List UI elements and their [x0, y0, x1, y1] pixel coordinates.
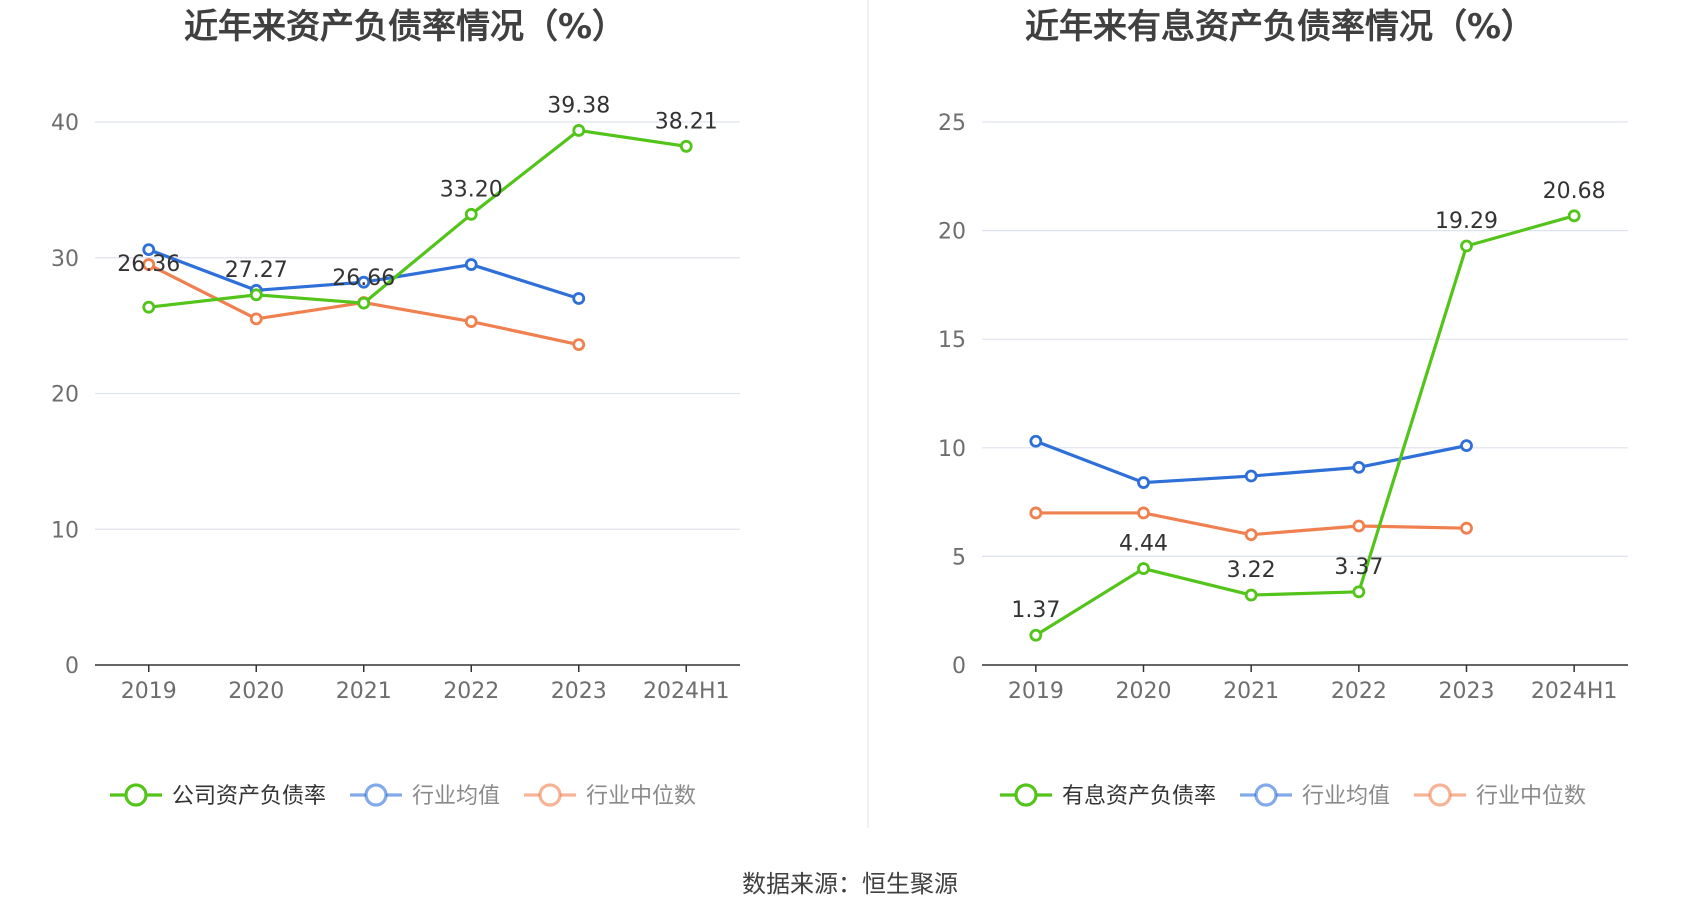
- industry-average-point: [357, 275, 371, 289]
- chart-title: 近年来资产负债率情况（%）: [184, 7, 626, 47]
- legend-interest-debt-ratio-marker: [1014, 783, 1038, 807]
- industry-median-point: [1460, 521, 1473, 535]
- data-label: 4.44: [1119, 532, 1168, 557]
- interest-debt-ratio-point: [1244, 588, 1258, 602]
- industry-median-point: [1137, 506, 1150, 520]
- interest-debt-ratio-point: [1352, 585, 1366, 599]
- data-label: 3.37: [1334, 555, 1383, 580]
- industry-average-point: [1352, 460, 1366, 474]
- y-tick-label: 20: [51, 383, 79, 408]
- industry-median-point: [1029, 506, 1043, 520]
- data-label: 1.37: [1011, 598, 1060, 623]
- interest-debt-ratio-line: [1034, 214, 1575, 637]
- company-debt-ratio-point: [142, 300, 156, 314]
- industry-median-point: [464, 315, 478, 328]
- data-label: 33.20: [440, 177, 503, 202]
- interest-debt-ratio-point: [1029, 628, 1043, 642]
- data-label: 3.22: [1227, 558, 1276, 583]
- interest-debt-ratio-point: [1137, 562, 1150, 575]
- y-tick-label: 10: [938, 437, 966, 462]
- y-tick-label: 15: [938, 328, 966, 353]
- y-tick-label: 0: [952, 654, 966, 679]
- industry-average-point: [1137, 476, 1150, 489]
- data-label: 19.29: [1435, 209, 1498, 234]
- x-tick-label: 2024H1: [643, 679, 730, 704]
- industry-average-point: [1029, 434, 1043, 448]
- x-tick-label: 2020: [1116, 679, 1172, 704]
- industry-average-point: [572, 292, 586, 305]
- x-tick-label: 2022: [443, 679, 499, 704]
- legend-industry-median-marker: [538, 783, 562, 807]
- y-tick-label: 10: [51, 518, 79, 543]
- legend-industry-average-label: 行业均值: [412, 784, 500, 809]
- industry-average-point: [142, 243, 156, 257]
- company-debt-ratio-point: [357, 296, 371, 310]
- legend-industry-average-marker: [364, 783, 388, 807]
- industry-median-point: [142, 258, 156, 271]
- industry-median-point: [572, 338, 586, 352]
- data-label: 26.66: [332, 266, 395, 291]
- interest-debt-ratio-chart: 近年来有息资产负债率情况（%） 0 5 10 15 20 25 2019 2020 2021 202…: [938, 7, 1628, 809]
- data-label: 39.38: [547, 93, 610, 118]
- y-tick-label: 25: [938, 111, 966, 136]
- x-tick-label: 2019: [1008, 679, 1064, 704]
- data-source: 数据来源：恒生聚源: [742, 870, 958, 898]
- data-label: 20.68: [1543, 179, 1606, 204]
- industry-median-point: [249, 312, 263, 326]
- x-tick-label: 2021: [1223, 679, 1279, 704]
- company-debt-ratio-point: [249, 288, 263, 302]
- legend-company-debt-ratio-label: 公司资产负债率: [172, 784, 326, 809]
- company-debt-ratio-point: [572, 124, 586, 137]
- y-tick-label: 0: [65, 654, 79, 679]
- industry-average-point: [464, 258, 478, 271]
- y-tick-label: 5: [952, 545, 966, 570]
- legend-industry-median-label: 行业中位数: [586, 784, 696, 809]
- data-label: 26.36: [117, 252, 180, 277]
- x-tick-label: 2024H1: [1531, 679, 1618, 704]
- x-tick-label: 2023: [1439, 679, 1495, 704]
- legend-industry-median-marker: [1428, 783, 1452, 807]
- x-tick-label: 2019: [121, 679, 177, 704]
- data-label: 38.21: [655, 109, 718, 134]
- company-debt-ratio-point: [464, 207, 478, 221]
- interest-debt-ratio-point: [1567, 209, 1581, 223]
- industry-median-point: [1244, 528, 1258, 542]
- industry-median-point: [1352, 519, 1366, 533]
- legend-company-debt-ratio-marker: [124, 783, 148, 807]
- y-tick-label: 40: [51, 111, 79, 136]
- legend-industry-average-label: 行业均值: [1302, 784, 1390, 809]
- x-tick-label: 2023: [551, 679, 607, 704]
- legend-industry-average-marker: [1254, 783, 1278, 807]
- data-label: 27.27: [225, 258, 288, 283]
- company-debt-ratio-point: [679, 139, 693, 153]
- legend-industry-median-label: 行业中位数: [1476, 784, 1586, 809]
- x-tick-label: 2021: [336, 679, 392, 704]
- x-tick-label: 2020: [228, 679, 284, 704]
- chart-title: 近年来有息资产负债率情况（%）: [1025, 7, 1535, 47]
- debt-ratio-chart: 近年来资产负债率情况（%） 0 10 20 30 40 2019 2020 2021 2022 20…: [51, 7, 740, 809]
- x-tick-label: 2022: [1331, 679, 1387, 704]
- industry-average-point: [1244, 469, 1258, 483]
- y-tick-label: 20: [938, 220, 966, 245]
- industry-average-point: [1460, 439, 1473, 453]
- interest-debt-ratio-point: [1460, 239, 1473, 253]
- legend-interest-debt-ratio-label: 有息资产负债率: [1062, 784, 1216, 809]
- company-debt-ratio-line: [148, 128, 687, 309]
- y-tick-label: 30: [51, 247, 79, 272]
